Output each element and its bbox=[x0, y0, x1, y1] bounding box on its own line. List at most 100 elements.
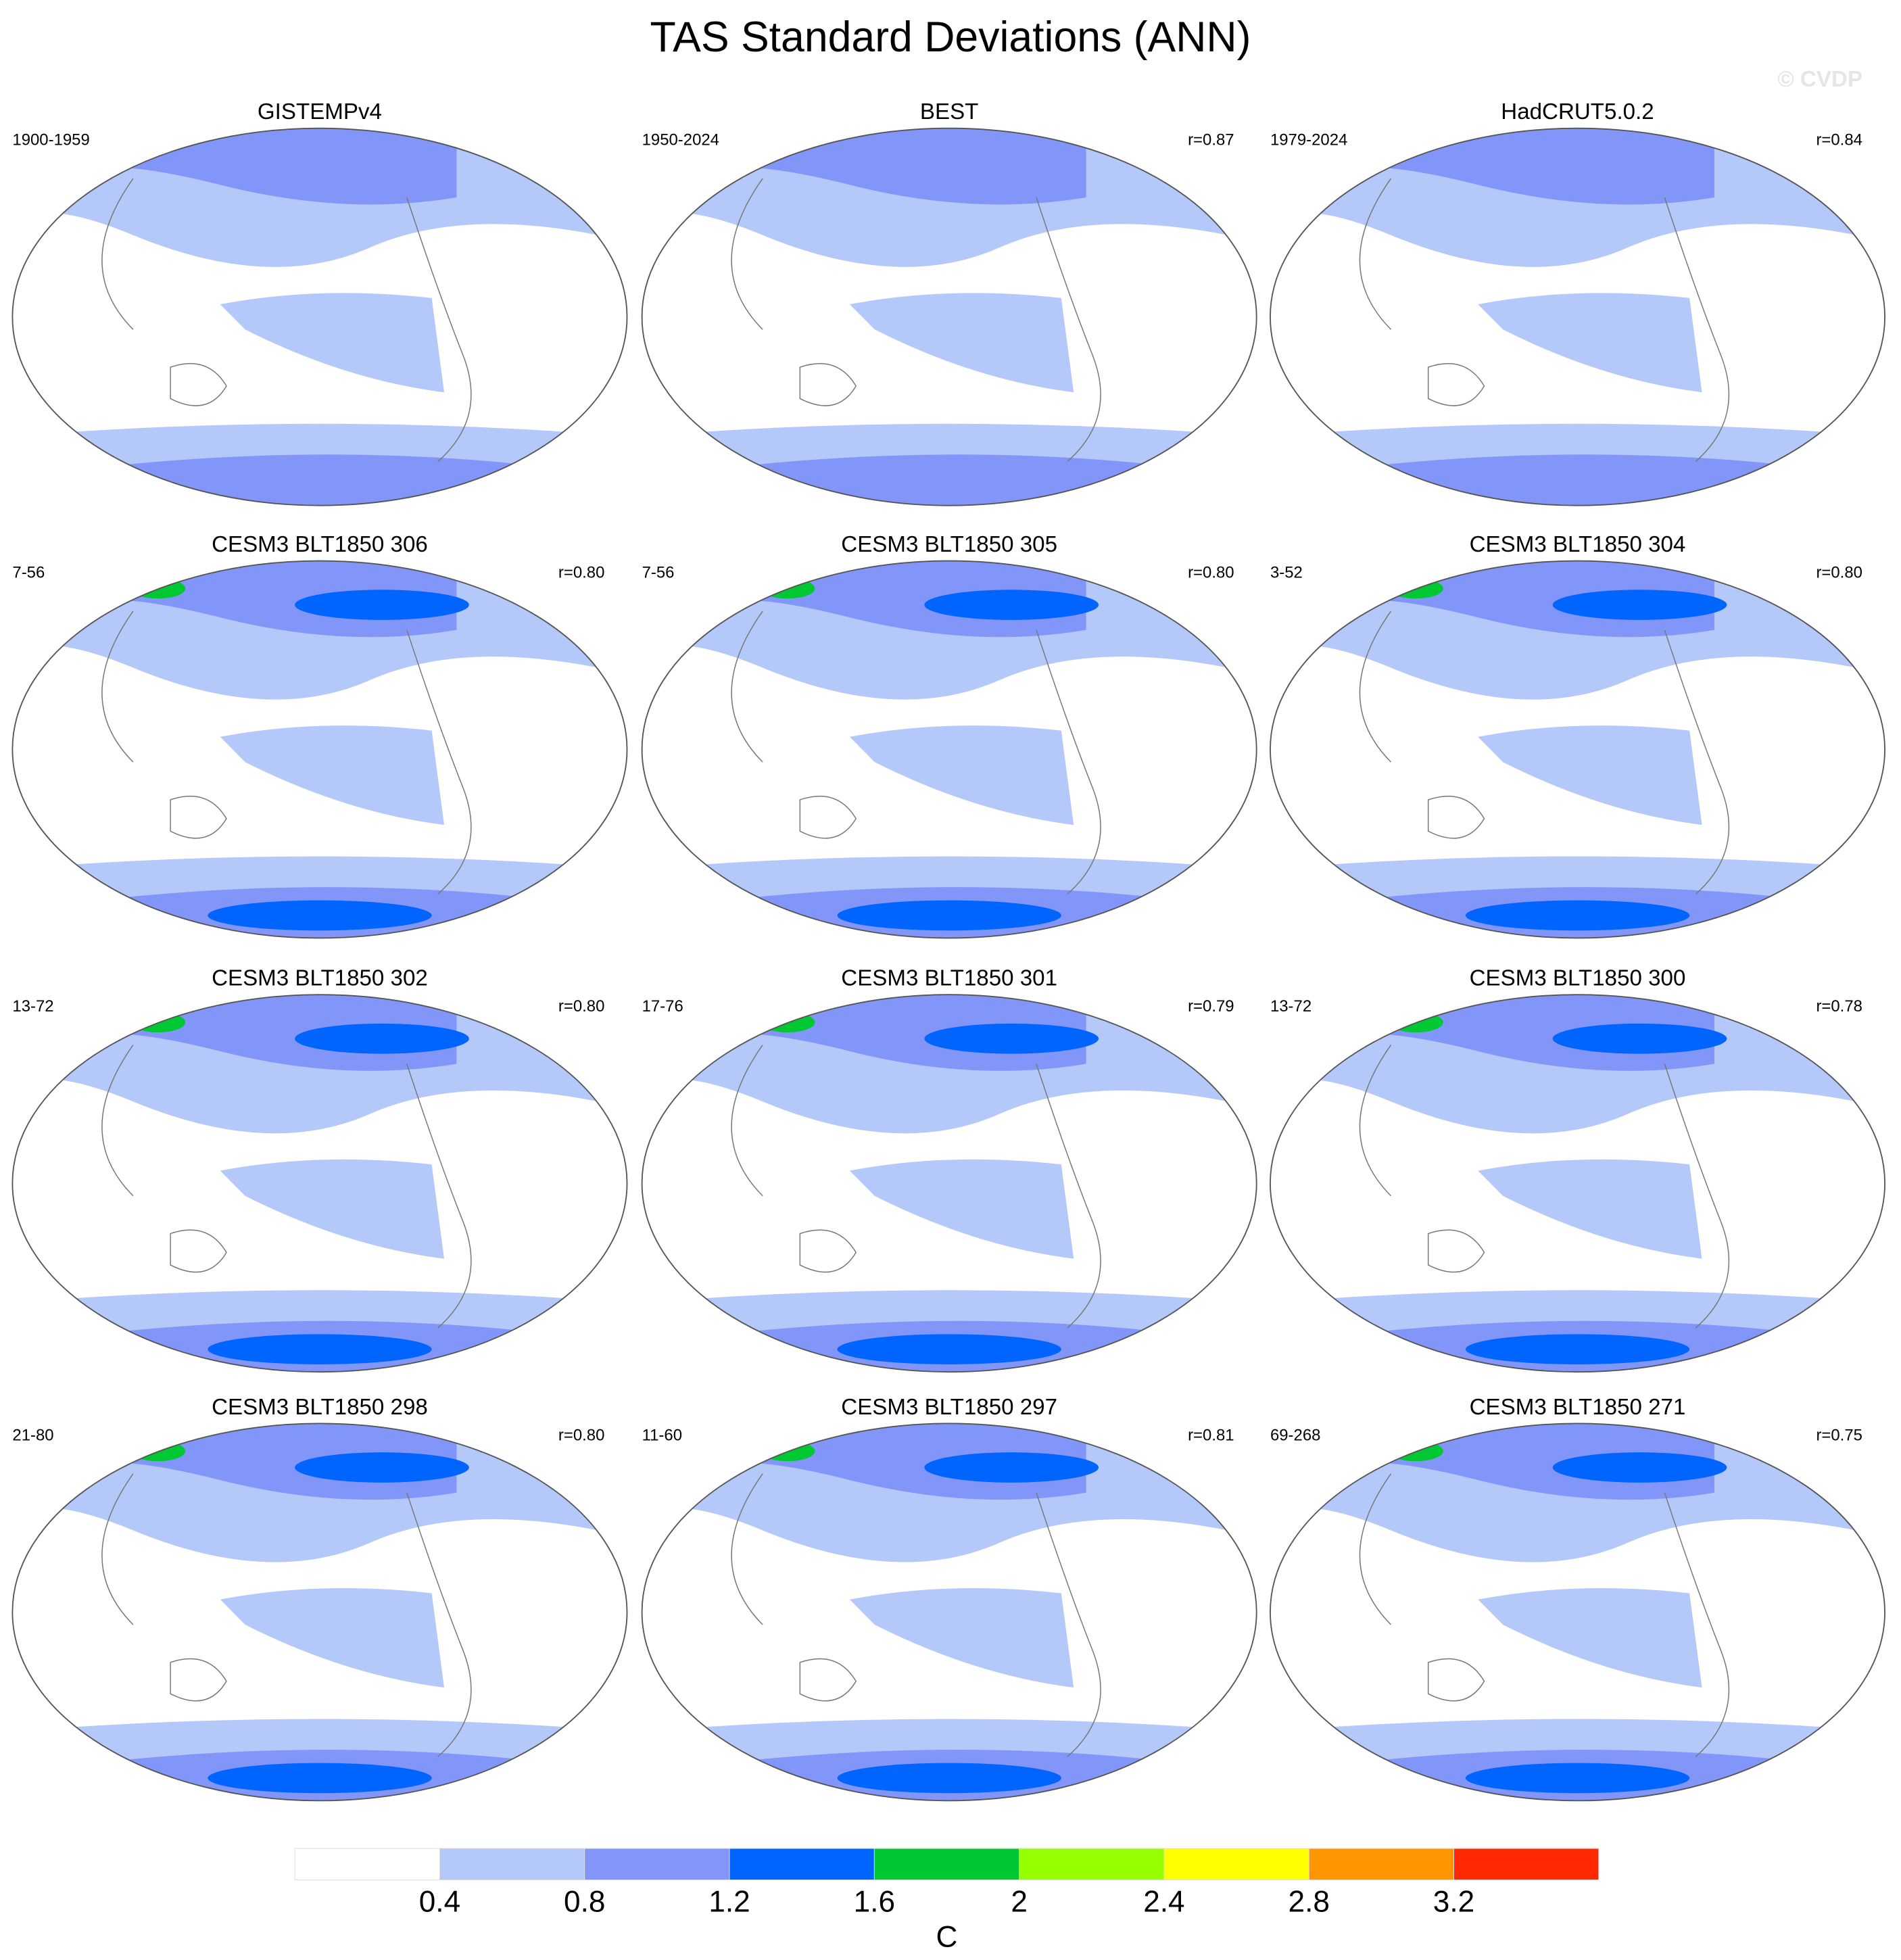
panel-period: 1900-1959 bbox=[12, 131, 89, 149]
panel-title: BEST bbox=[920, 99, 979, 124]
colorbar-box bbox=[873, 1848, 1020, 1881]
field-tropics bbox=[1478, 1159, 1702, 1259]
field-south-peak bbox=[208, 900, 432, 931]
panel-period: 1950-2024 bbox=[642, 131, 719, 149]
panel-period: 7-56 bbox=[642, 563, 675, 581]
map-border bbox=[1270, 994, 1885, 1373]
field-north-peak bbox=[924, 1023, 1099, 1054]
map-border bbox=[1270, 560, 1885, 939]
colorbar-tick-label: 0.4 bbox=[419, 1885, 460, 1918]
colorbar-box bbox=[1163, 1848, 1309, 1881]
coastline bbox=[731, 178, 1101, 462]
coastline bbox=[731, 1473, 1101, 1757]
field-tropics bbox=[849, 293, 1074, 393]
map bbox=[12, 1423, 627, 1801]
field-south-peak bbox=[1465, 1763, 1690, 1794]
coastline bbox=[1359, 1473, 1730, 1757]
panel-correlation: r=0.79 bbox=[1188, 997, 1234, 1015]
map-border bbox=[1270, 127, 1885, 506]
field-north-peak bbox=[1552, 1452, 1727, 1483]
panel-title: CESM3 BLT1850 305 bbox=[841, 532, 1057, 557]
panel-title: CESM3 BLT1850 301 bbox=[841, 966, 1057, 991]
field-tropics bbox=[220, 293, 444, 393]
panel-period: 11-60 bbox=[642, 1426, 682, 1444]
panel-correlation: r=0.80 bbox=[558, 997, 604, 1015]
colorbar-tick-label: 2.4 bbox=[1143, 1885, 1184, 1918]
panel-correlation: r=0.84 bbox=[1816, 131, 1862, 149]
panel-title: CESM3 BLT1850 271 bbox=[1470, 1395, 1686, 1420]
field-south-peak bbox=[837, 1763, 1061, 1794]
field-north-peak bbox=[295, 1452, 469, 1483]
map bbox=[1270, 1423, 1885, 1801]
panel-period: 13-72 bbox=[12, 997, 53, 1015]
field-tropics bbox=[849, 1159, 1074, 1259]
panel-period: 13-72 bbox=[1270, 997, 1312, 1015]
field-south-peak bbox=[837, 1334, 1061, 1364]
field-south-peak bbox=[1465, 1334, 1690, 1364]
coastline bbox=[1359, 1045, 1730, 1329]
field-north-peak bbox=[924, 1452, 1099, 1483]
field-tropics bbox=[1478, 725, 1702, 826]
colorbar-tick-label: 0.8 bbox=[564, 1885, 605, 1918]
field-south-peak bbox=[837, 900, 1061, 931]
panel-title: CESM3 BLT1850 302 bbox=[212, 966, 428, 991]
panel-title: GISTEMPv4 bbox=[258, 99, 382, 124]
coastline bbox=[101, 611, 472, 894]
panel-period: 17-76 bbox=[642, 997, 683, 1015]
watermark: © CVDP bbox=[1777, 67, 1862, 92]
field-tropics bbox=[220, 725, 444, 826]
map-border bbox=[641, 127, 1257, 506]
colorbar-box bbox=[729, 1848, 875, 1881]
panel-period: 21-80 bbox=[12, 1426, 53, 1444]
field-south-peak bbox=[208, 1763, 432, 1794]
panel-period: 7-56 bbox=[12, 563, 45, 581]
field-north-peak bbox=[295, 590, 469, 620]
field-south-peak bbox=[1465, 900, 1690, 931]
coastline bbox=[101, 178, 472, 462]
map-border bbox=[11, 127, 628, 506]
coastline bbox=[731, 1045, 1101, 1329]
map bbox=[642, 560, 1257, 938]
panel-correlation: r=0.81 bbox=[1188, 1426, 1234, 1444]
panel-correlation: r=0.80 bbox=[558, 1426, 604, 1444]
field-tropics bbox=[849, 725, 1074, 826]
map bbox=[12, 128, 627, 506]
panel-title: HadCRUT5.0.2 bbox=[1501, 99, 1654, 124]
field-north-peak bbox=[1552, 590, 1727, 620]
map-border bbox=[641, 560, 1257, 939]
panel-correlation: r=0.78 bbox=[1816, 997, 1862, 1015]
coastline bbox=[1359, 611, 1730, 894]
coastline bbox=[101, 1045, 472, 1329]
map bbox=[1270, 560, 1885, 938]
panel-correlation: r=0.80 bbox=[1816, 563, 1862, 581]
panel-correlation: r=0.87 bbox=[1188, 131, 1234, 149]
map bbox=[1270, 128, 1885, 506]
panel-period: 3-52 bbox=[1270, 563, 1303, 581]
panel-title: CESM3 BLT1850 304 bbox=[1470, 532, 1686, 557]
field-tropics bbox=[220, 1159, 444, 1259]
map bbox=[642, 995, 1257, 1372]
panel-correlation: r=0.75 bbox=[1816, 1426, 1862, 1444]
map bbox=[642, 1423, 1257, 1801]
map bbox=[642, 128, 1257, 506]
map bbox=[1270, 995, 1885, 1372]
panel-period: 1979-2024 bbox=[1270, 131, 1347, 149]
field-tropics bbox=[1478, 1588, 1702, 1688]
colorbar-tick-label: 1.2 bbox=[708, 1885, 750, 1918]
colorbar-box bbox=[1453, 1848, 1599, 1881]
colorbar-label: C bbox=[936, 1921, 958, 1954]
panel-title: CESM3 BLT1850 297 bbox=[841, 1395, 1057, 1420]
map-border bbox=[641, 1423, 1257, 1802]
panel-period: 69-268 bbox=[1270, 1426, 1320, 1444]
colorbar-box bbox=[584, 1848, 730, 1881]
map bbox=[12, 560, 627, 938]
colorbar-box bbox=[294, 1848, 440, 1881]
field-south-peak bbox=[208, 1334, 432, 1364]
field-tropics bbox=[1478, 293, 1702, 393]
map-border bbox=[1270, 1423, 1885, 1802]
field-north-peak bbox=[1552, 1023, 1727, 1054]
colorbar-tick-label: 3.2 bbox=[1433, 1885, 1474, 1918]
map bbox=[12, 995, 627, 1372]
colorbar-tick-label: 2.8 bbox=[1289, 1885, 1330, 1918]
